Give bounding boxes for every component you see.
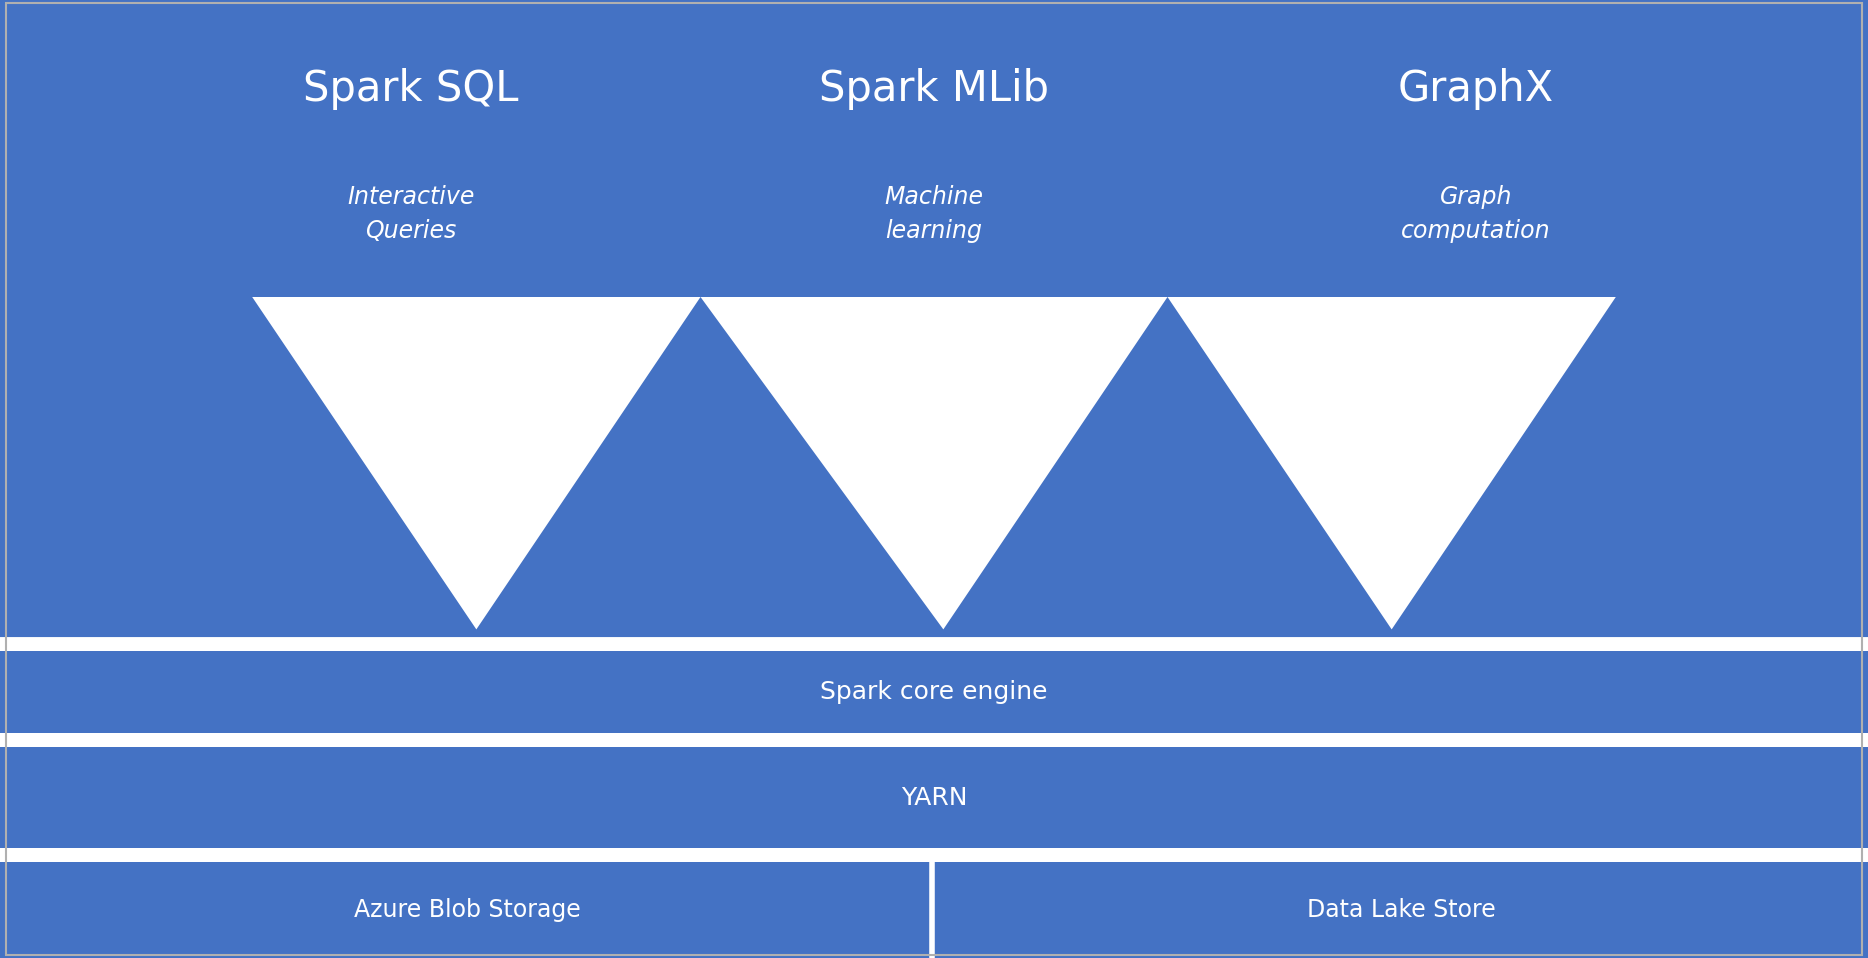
FancyBboxPatch shape <box>0 862 1868 958</box>
Text: Spark MLib: Spark MLib <box>818 68 1050 110</box>
FancyBboxPatch shape <box>0 747 1868 848</box>
Text: Interactive
Queries: Interactive Queries <box>347 185 474 242</box>
Text: Machine
learning: Machine learning <box>885 185 983 242</box>
Text: Data Lake Store: Data Lake Store <box>1306 898 1496 923</box>
FancyBboxPatch shape <box>0 651 1868 733</box>
Text: Graph
computation: Graph computation <box>1401 185 1550 242</box>
FancyBboxPatch shape <box>0 297 1868 637</box>
Text: Azure Blob Storage: Azure Blob Storage <box>353 898 581 923</box>
Text: Spark SQL: Spark SQL <box>303 68 519 110</box>
Text: Spark core engine: Spark core engine <box>820 680 1048 704</box>
Text: GraphX: GraphX <box>1397 68 1554 110</box>
Polygon shape <box>0 297 1868 637</box>
Text: YARN: YARN <box>900 786 968 810</box>
FancyBboxPatch shape <box>0 0 1868 297</box>
